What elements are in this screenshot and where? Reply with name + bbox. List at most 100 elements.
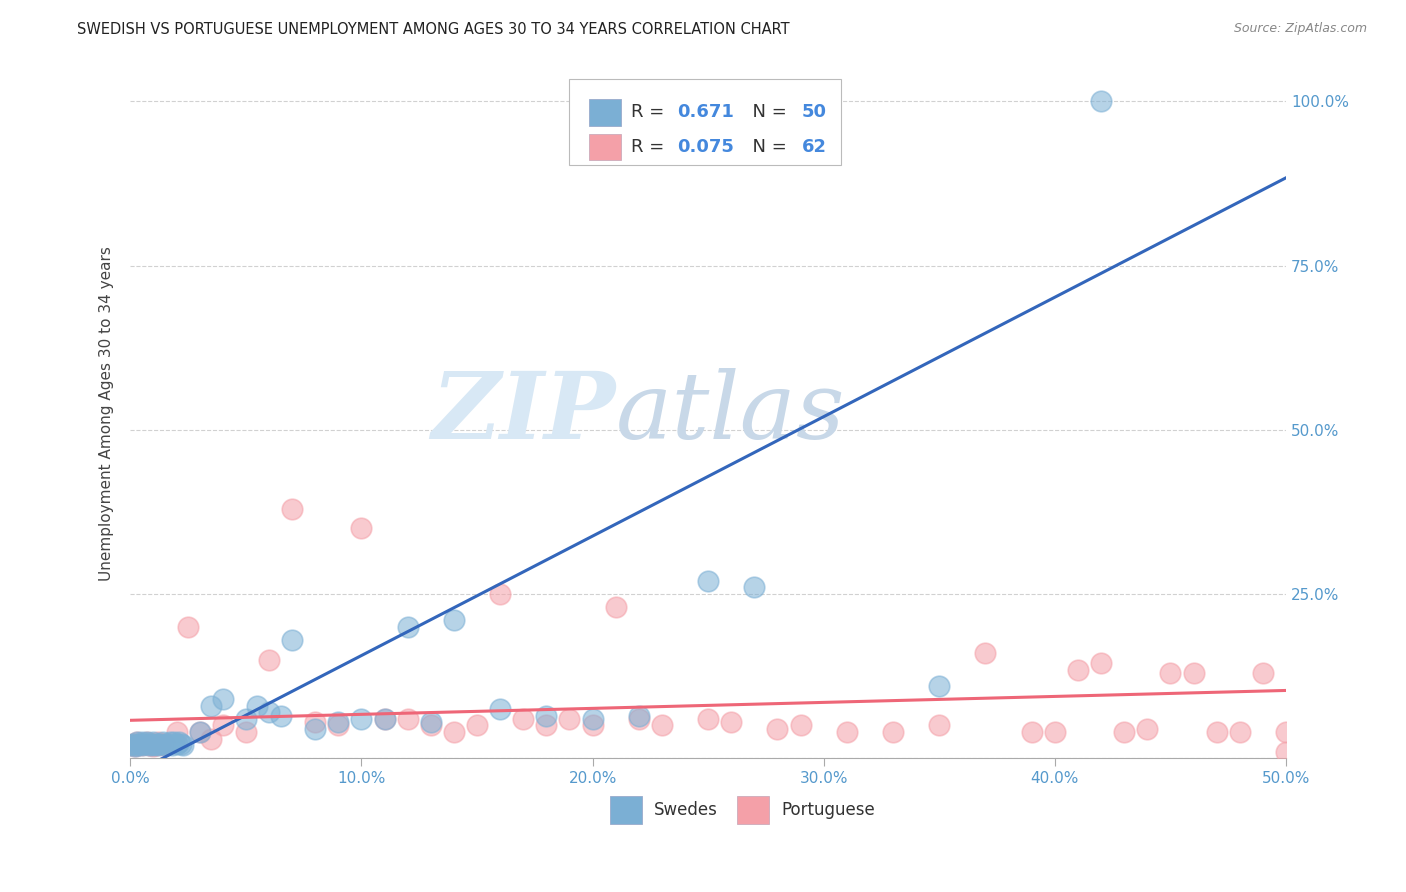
- Point: [835, 725, 858, 739]
- Point: [211, 718, 233, 732]
- Point: [139, 737, 162, 751]
- Text: N =: N =: [741, 103, 792, 121]
- Point: [1067, 663, 1090, 677]
- Point: [928, 718, 950, 732]
- Point: [281, 632, 304, 647]
- Point: [257, 705, 280, 719]
- Text: 0.075: 0.075: [676, 138, 734, 156]
- Point: [465, 718, 488, 732]
- Point: [789, 718, 811, 732]
- Point: [1136, 722, 1159, 736]
- Point: [188, 725, 211, 739]
- Point: [149, 737, 172, 751]
- Point: [328, 718, 350, 732]
- Point: [396, 712, 419, 726]
- Point: [1182, 665, 1205, 680]
- Point: [374, 712, 396, 726]
- Point: [605, 600, 627, 615]
- Text: Source: ZipAtlas.com: Source: ZipAtlas.com: [1233, 22, 1367, 36]
- Point: [882, 725, 904, 739]
- Text: Portuguese: Portuguese: [780, 801, 875, 819]
- Point: [651, 718, 673, 732]
- Point: [153, 738, 176, 752]
- Point: [443, 613, 465, 627]
- Point: [235, 725, 257, 739]
- Point: [166, 737, 188, 751]
- Point: [159, 735, 181, 749]
- Point: [142, 735, 165, 749]
- Point: [152, 735, 174, 749]
- Point: [974, 646, 997, 660]
- Point: [558, 712, 581, 726]
- Point: [211, 692, 233, 706]
- Point: [135, 735, 157, 749]
- Point: [536, 718, 558, 732]
- Point: [128, 737, 150, 751]
- Point: [328, 715, 350, 730]
- Point: [697, 574, 720, 588]
- Point: [170, 737, 193, 751]
- Text: Swedes: Swedes: [654, 801, 717, 819]
- Point: [443, 725, 465, 739]
- Point: [304, 715, 326, 730]
- Point: [149, 737, 172, 751]
- Point: [146, 738, 169, 752]
- Point: [581, 712, 603, 726]
- Point: [163, 735, 186, 749]
- Point: [246, 698, 269, 713]
- Point: [134, 737, 156, 751]
- Point: [1090, 656, 1112, 670]
- Point: [145, 738, 167, 752]
- Point: [128, 737, 150, 751]
- Point: [127, 735, 149, 749]
- Point: [581, 718, 603, 732]
- Bar: [737, 797, 769, 823]
- Text: R =: R =: [631, 103, 669, 121]
- Point: [766, 722, 789, 736]
- Point: [131, 735, 153, 749]
- Point: [744, 581, 766, 595]
- Point: [697, 712, 720, 726]
- Point: [489, 587, 512, 601]
- Text: R =: R =: [631, 138, 669, 156]
- Point: [131, 738, 153, 752]
- Point: [1043, 725, 1066, 739]
- Point: [350, 712, 373, 726]
- Point: [627, 708, 650, 723]
- Point: [1159, 665, 1181, 680]
- Point: [142, 738, 165, 752]
- Point: [304, 722, 326, 736]
- Point: [156, 737, 179, 751]
- Point: [152, 738, 174, 752]
- Point: [160, 738, 183, 752]
- Point: [489, 702, 512, 716]
- Y-axis label: Unemployment Among Ages 30 to 34 years: Unemployment Among Ages 30 to 34 years: [100, 246, 114, 581]
- Point: [627, 712, 650, 726]
- Point: [121, 737, 143, 751]
- Point: [166, 725, 188, 739]
- Text: 62: 62: [801, 138, 827, 156]
- Point: [146, 735, 169, 749]
- Point: [512, 712, 534, 726]
- Point: [1114, 725, 1136, 739]
- Point: [124, 739, 146, 754]
- Point: [142, 739, 165, 754]
- Point: [134, 737, 156, 751]
- Point: [200, 731, 222, 746]
- Point: [153, 737, 176, 751]
- Point: [419, 718, 441, 732]
- Bar: [610, 797, 643, 823]
- Point: [200, 698, 222, 713]
- Point: [419, 715, 441, 730]
- Point: [374, 712, 396, 726]
- Point: [188, 725, 211, 739]
- Point: [536, 708, 558, 723]
- Point: [270, 708, 292, 723]
- Point: [135, 735, 157, 749]
- Point: [121, 737, 143, 751]
- Point: [1229, 725, 1251, 739]
- Point: [1251, 665, 1274, 680]
- Point: [1090, 95, 1112, 109]
- Point: [1021, 725, 1043, 739]
- Text: SWEDISH VS PORTUGUESE UNEMPLOYMENT AMONG AGES 30 TO 34 YEARS CORRELATION CHART: SWEDISH VS PORTUGUESE UNEMPLOYMENT AMONG…: [77, 22, 790, 37]
